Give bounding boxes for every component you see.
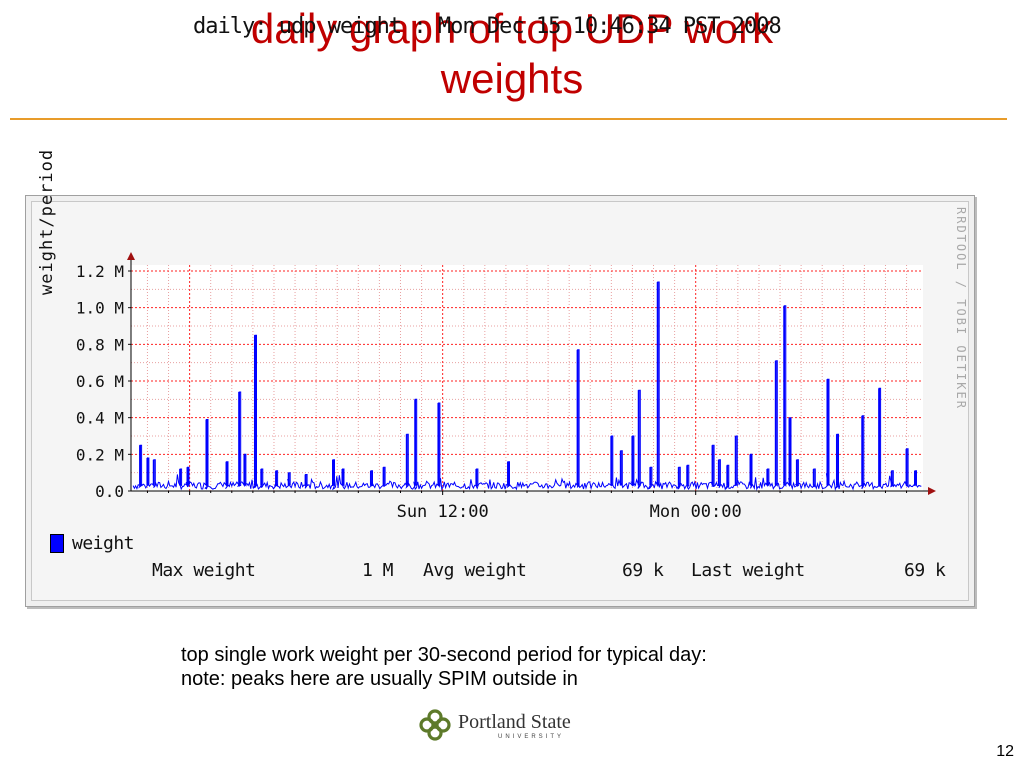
logo-university-sub: UNIVERSITY	[498, 734, 565, 740]
x-tick-label: Mon 00:00	[650, 502, 742, 522]
y-axis-arrow-icon	[127, 252, 135, 260]
legend-weight-label: weight	[72, 533, 135, 554]
y-tick-label: 0.8 M	[76, 335, 124, 354]
caption-line-1: top single work weight per 30-second per…	[181, 644, 707, 666]
y-tick-label: 1.2 M	[76, 262, 124, 281]
y-tick-label: 0.2 M	[76, 445, 124, 464]
slide-caption: top single work weight per 30-second per…	[181, 643, 707, 691]
x-axis-arrow-icon	[928, 487, 936, 495]
x-tick-label: Sun 12:00	[397, 502, 489, 522]
y-tick-label: 0.4 M	[76, 409, 124, 428]
logo-university-name: Portland State	[458, 711, 571, 733]
psu-emblem-icon	[419, 709, 451, 741]
stat-max-label: Max weight	[152, 560, 256, 581]
caption-line-2: note: peaks here are usually SPIM outsid…	[181, 668, 578, 690]
stat-last-value: 69 k	[904, 560, 946, 581]
y-tick-label: 1.0 M	[76, 299, 124, 318]
page-number: 12	[996, 743, 1014, 760]
legend-weight-swatch	[50, 534, 64, 553]
stat-last-label: Last weight	[691, 560, 805, 581]
slide-title-line-1: daily graph of top UDP work	[250, 5, 774, 52]
slide-title-line-2: weights	[440, 55, 584, 102]
weight-series-line	[132, 281, 922, 491]
title-divider	[10, 118, 1007, 120]
chart-title: daily: udp weight : Mon Dec 15 10:46:34 …	[193, 14, 782, 39]
portland-state-logo: Portland State UNIVERSITY	[418, 708, 588, 744]
stat-avg-value: 69 k	[622, 560, 664, 581]
y-tick-label: 0.0	[95, 482, 124, 501]
stat-avg-label: Avg weight	[423, 560, 527, 581]
y-tick-label: 0.6 M	[76, 372, 124, 391]
stat-max-value: 1 M	[362, 560, 394, 581]
slide-title: daily graph of top UDP work weights	[0, 4, 1024, 104]
